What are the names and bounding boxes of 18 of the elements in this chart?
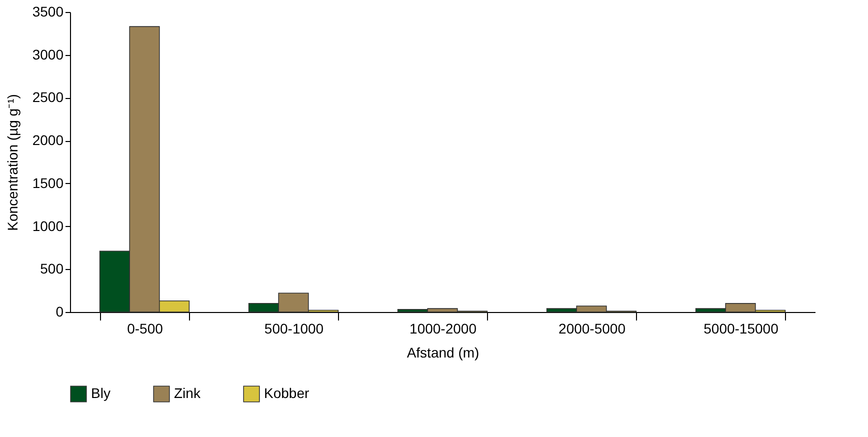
x-tick-label: 500-1000 [264,320,324,336]
y-axis-title: Koncentration (µg g⁻¹) [4,94,20,231]
y-tick-label: 3500 [32,4,64,20]
y-tick-label: 1000 [32,218,64,234]
y-tick-label: 0 [56,304,64,320]
y-tick-label: 1500 [32,174,64,191]
x-tick-label: 5000-15000 [704,320,779,336]
legend-label: Kobber [264,384,310,401]
x-tick-label: 0-500 [127,320,164,336]
y-tick-label: 2000 [32,132,64,148]
y-tick-label: 3000 [32,46,64,62]
x-tick-label: 2000-5000 [558,320,626,336]
legend-label: Zink [174,384,202,401]
legend-label: Bly [91,384,110,401]
x-axis-title: Afstand (m) [406,344,480,360]
y-tick-label: 500 [40,260,64,277]
x-tick-label: 1000-2000 [410,320,477,336]
y-tick-label: 2500 [32,89,64,106]
